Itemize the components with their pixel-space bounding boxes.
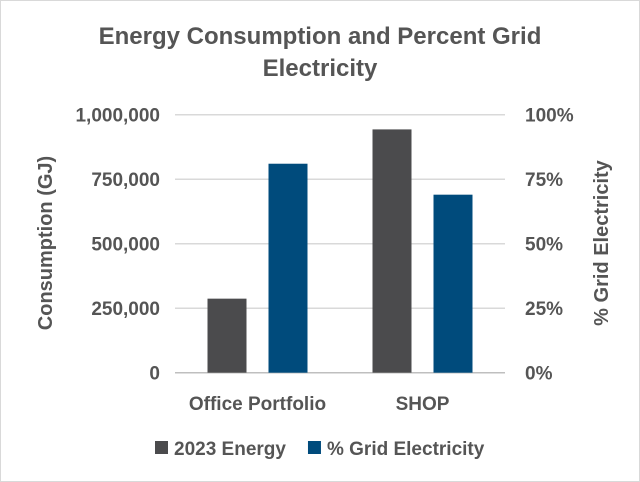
y2-tick-label: 50% bbox=[525, 235, 563, 256]
bar-2023-energy bbox=[372, 129, 412, 373]
y-tick-label: 750,000 bbox=[91, 170, 160, 191]
y-tick-label: 250,000 bbox=[91, 299, 160, 320]
x-tick-label: SHOP bbox=[396, 394, 450, 415]
y-tick-label: 1,000,000 bbox=[75, 106, 160, 127]
y2-tick-label: 75% bbox=[525, 170, 563, 191]
legend-label: % Grid Electricity bbox=[327, 439, 485, 460]
y-axis-label: Consumption (GJ) bbox=[35, 156, 57, 330]
chart-title-line-2: Electricity bbox=[263, 55, 378, 82]
legend-swatch bbox=[155, 441, 168, 454]
y2-tick-label: 25% bbox=[525, 299, 563, 320]
y-tick-label: 500,000 bbox=[91, 235, 160, 256]
x-tick-label: Office Portfolio bbox=[189, 394, 326, 415]
chart-title-line-1: Energy Consumption and Percent Grid bbox=[99, 23, 542, 50]
y2-tick-label: 100% bbox=[525, 106, 574, 127]
bar-2023-energy bbox=[207, 298, 247, 373]
legend-swatch bbox=[307, 441, 321, 454]
bar--grid-electricity bbox=[433, 194, 473, 373]
y2-axis-label: % Grid Electricity bbox=[591, 159, 613, 325]
bar--grid-electricity bbox=[268, 163, 308, 373]
y2-tick-label: 0% bbox=[525, 364, 553, 385]
y-tick-label: 0 bbox=[149, 364, 160, 385]
legend-label: 2023 Energy bbox=[174, 439, 286, 460]
